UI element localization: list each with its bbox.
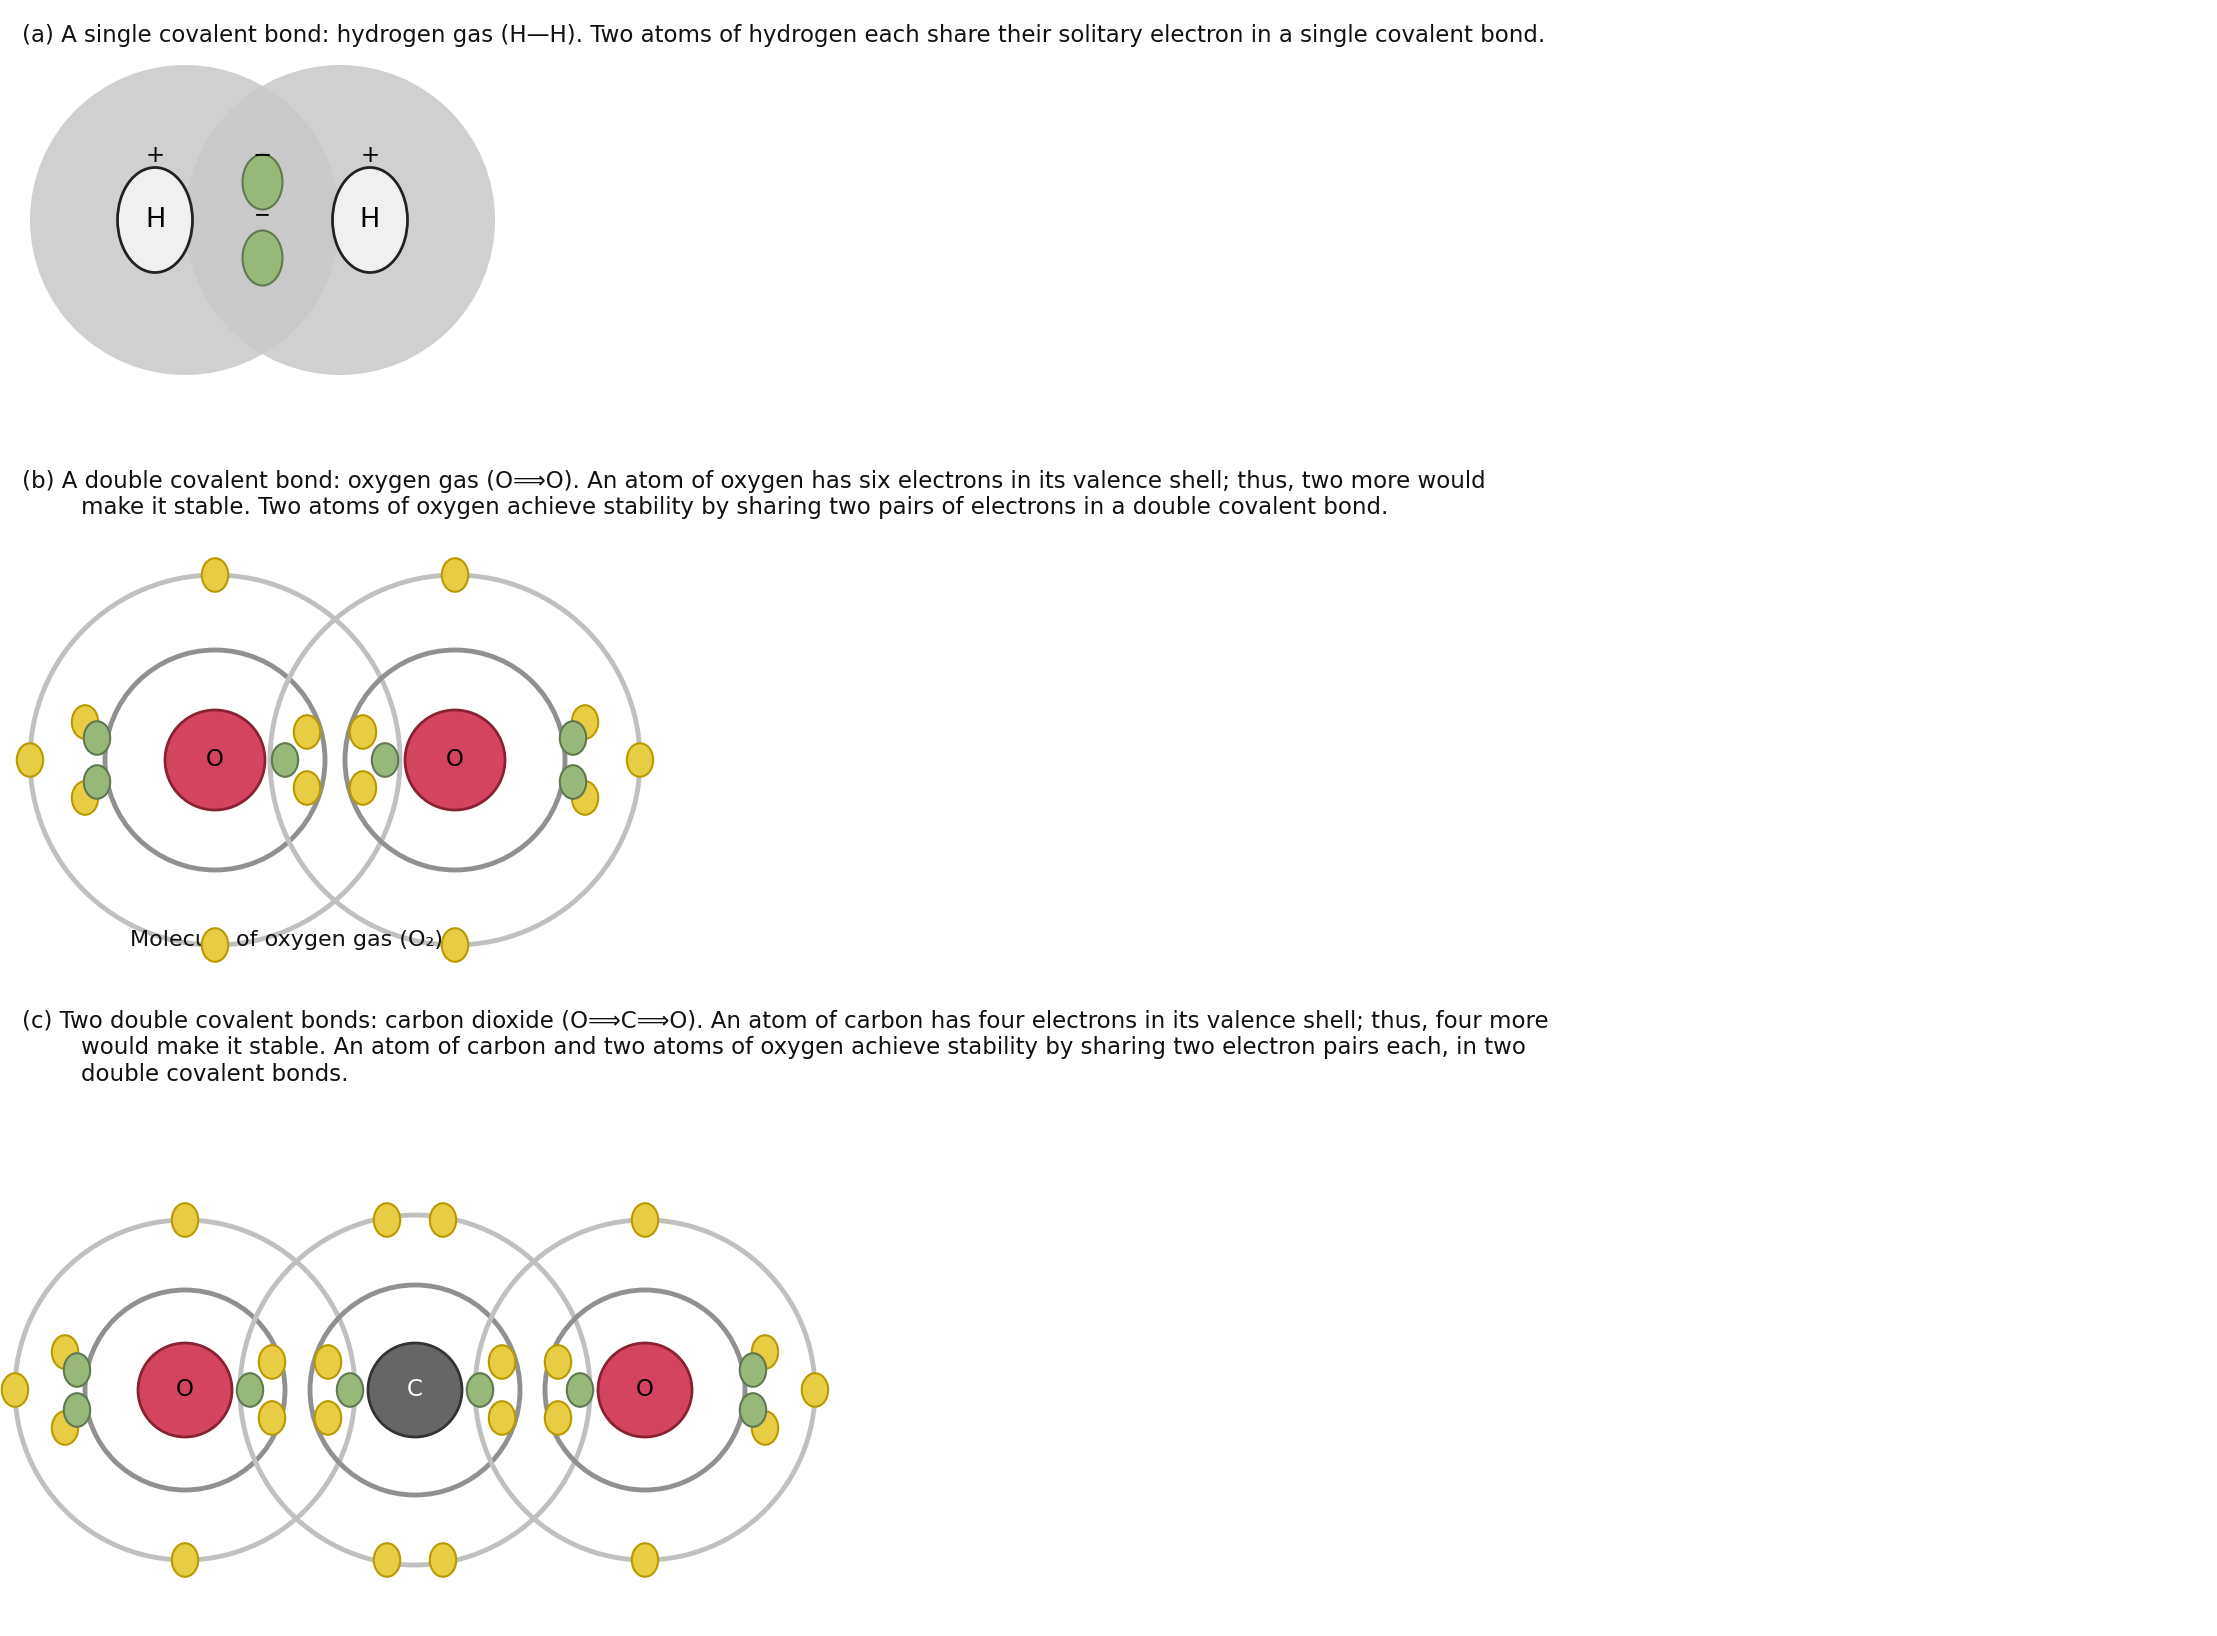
Text: C: C <box>408 1379 423 1402</box>
Ellipse shape <box>64 1353 91 1387</box>
Ellipse shape <box>337 1373 364 1407</box>
Ellipse shape <box>295 771 319 805</box>
Ellipse shape <box>171 1202 197 1237</box>
Ellipse shape <box>71 705 98 739</box>
Circle shape <box>31 65 339 375</box>
Ellipse shape <box>51 1412 78 1445</box>
Text: make it stable. Two atoms of oxygen achieve stability by sharing two pairs of el: make it stable. Two atoms of oxygen achi… <box>51 496 1388 519</box>
Ellipse shape <box>545 1400 572 1435</box>
Ellipse shape <box>315 1345 341 1379</box>
Ellipse shape <box>740 1353 767 1387</box>
Ellipse shape <box>2 1373 29 1407</box>
Ellipse shape <box>118 167 193 273</box>
Text: +: + <box>361 144 379 167</box>
Text: H: H <box>144 208 164 232</box>
Ellipse shape <box>350 715 377 749</box>
Ellipse shape <box>84 721 111 754</box>
Ellipse shape <box>333 167 408 273</box>
Ellipse shape <box>468 1373 492 1407</box>
Text: O: O <box>446 749 463 772</box>
Ellipse shape <box>430 1543 457 1577</box>
Ellipse shape <box>572 705 599 739</box>
Ellipse shape <box>488 1345 514 1379</box>
Circle shape <box>406 710 505 810</box>
Ellipse shape <box>64 1394 91 1427</box>
Ellipse shape <box>202 558 228 592</box>
Ellipse shape <box>441 928 468 962</box>
Ellipse shape <box>375 1543 401 1577</box>
Circle shape <box>184 65 494 375</box>
Ellipse shape <box>259 1400 286 1435</box>
Text: (c) Two double covalent bonds: carbon dioxide (O⟹C⟹O). An atom of carbon has fou: (c) Two double covalent bonds: carbon di… <box>22 1009 1550 1032</box>
Ellipse shape <box>561 766 585 798</box>
Ellipse shape <box>441 558 468 592</box>
Ellipse shape <box>375 1202 401 1237</box>
Text: would make it stable. An atom of carbon and two atoms of oxygen achieve stabilit: would make it stable. An atom of carbon … <box>51 1036 1525 1060</box>
Ellipse shape <box>242 154 282 209</box>
Text: O: O <box>636 1379 654 1402</box>
Ellipse shape <box>632 1543 658 1577</box>
Ellipse shape <box>740 1394 767 1427</box>
Ellipse shape <box>632 1202 658 1237</box>
Ellipse shape <box>572 782 599 815</box>
Ellipse shape <box>84 766 111 798</box>
Ellipse shape <box>752 1335 778 1369</box>
Ellipse shape <box>71 782 98 815</box>
Ellipse shape <box>237 1373 264 1407</box>
Text: −: − <box>253 144 273 167</box>
Ellipse shape <box>350 771 377 805</box>
Ellipse shape <box>561 721 585 754</box>
Text: (a) A single covalent bond: hydrogen gas (H—H). Two atoms of hydrogen each share: (a) A single covalent bond: hydrogen gas… <box>22 25 1545 47</box>
Ellipse shape <box>752 1412 778 1445</box>
Text: double covalent bonds.: double covalent bonds. <box>51 1063 348 1086</box>
Ellipse shape <box>568 1373 594 1407</box>
Ellipse shape <box>372 743 399 777</box>
Circle shape <box>599 1343 692 1436</box>
Ellipse shape <box>430 1202 457 1237</box>
Ellipse shape <box>545 1345 572 1379</box>
Circle shape <box>164 710 266 810</box>
Ellipse shape <box>171 1543 197 1577</box>
Ellipse shape <box>202 928 228 962</box>
Ellipse shape <box>51 1335 78 1369</box>
Text: H: H <box>359 208 379 232</box>
Text: +: + <box>146 144 164 167</box>
Circle shape <box>368 1343 461 1436</box>
Ellipse shape <box>273 743 299 777</box>
Ellipse shape <box>295 715 319 749</box>
Ellipse shape <box>18 743 42 777</box>
Text: Molecule of oxygen gas (O₂): Molecule of oxygen gas (O₂) <box>131 929 443 951</box>
Ellipse shape <box>315 1400 341 1435</box>
Ellipse shape <box>242 231 282 286</box>
Text: −: − <box>255 206 270 224</box>
Ellipse shape <box>803 1373 829 1407</box>
Ellipse shape <box>488 1400 514 1435</box>
Ellipse shape <box>259 1345 286 1379</box>
Text: (b) A double covalent bond: oxygen gas (O⟹O). An atom of oxygen has six electron: (b) A double covalent bond: oxygen gas (… <box>22 470 1485 492</box>
Text: O: O <box>206 749 224 772</box>
Text: O: O <box>175 1379 193 1402</box>
Ellipse shape <box>627 743 654 777</box>
Circle shape <box>137 1343 233 1436</box>
